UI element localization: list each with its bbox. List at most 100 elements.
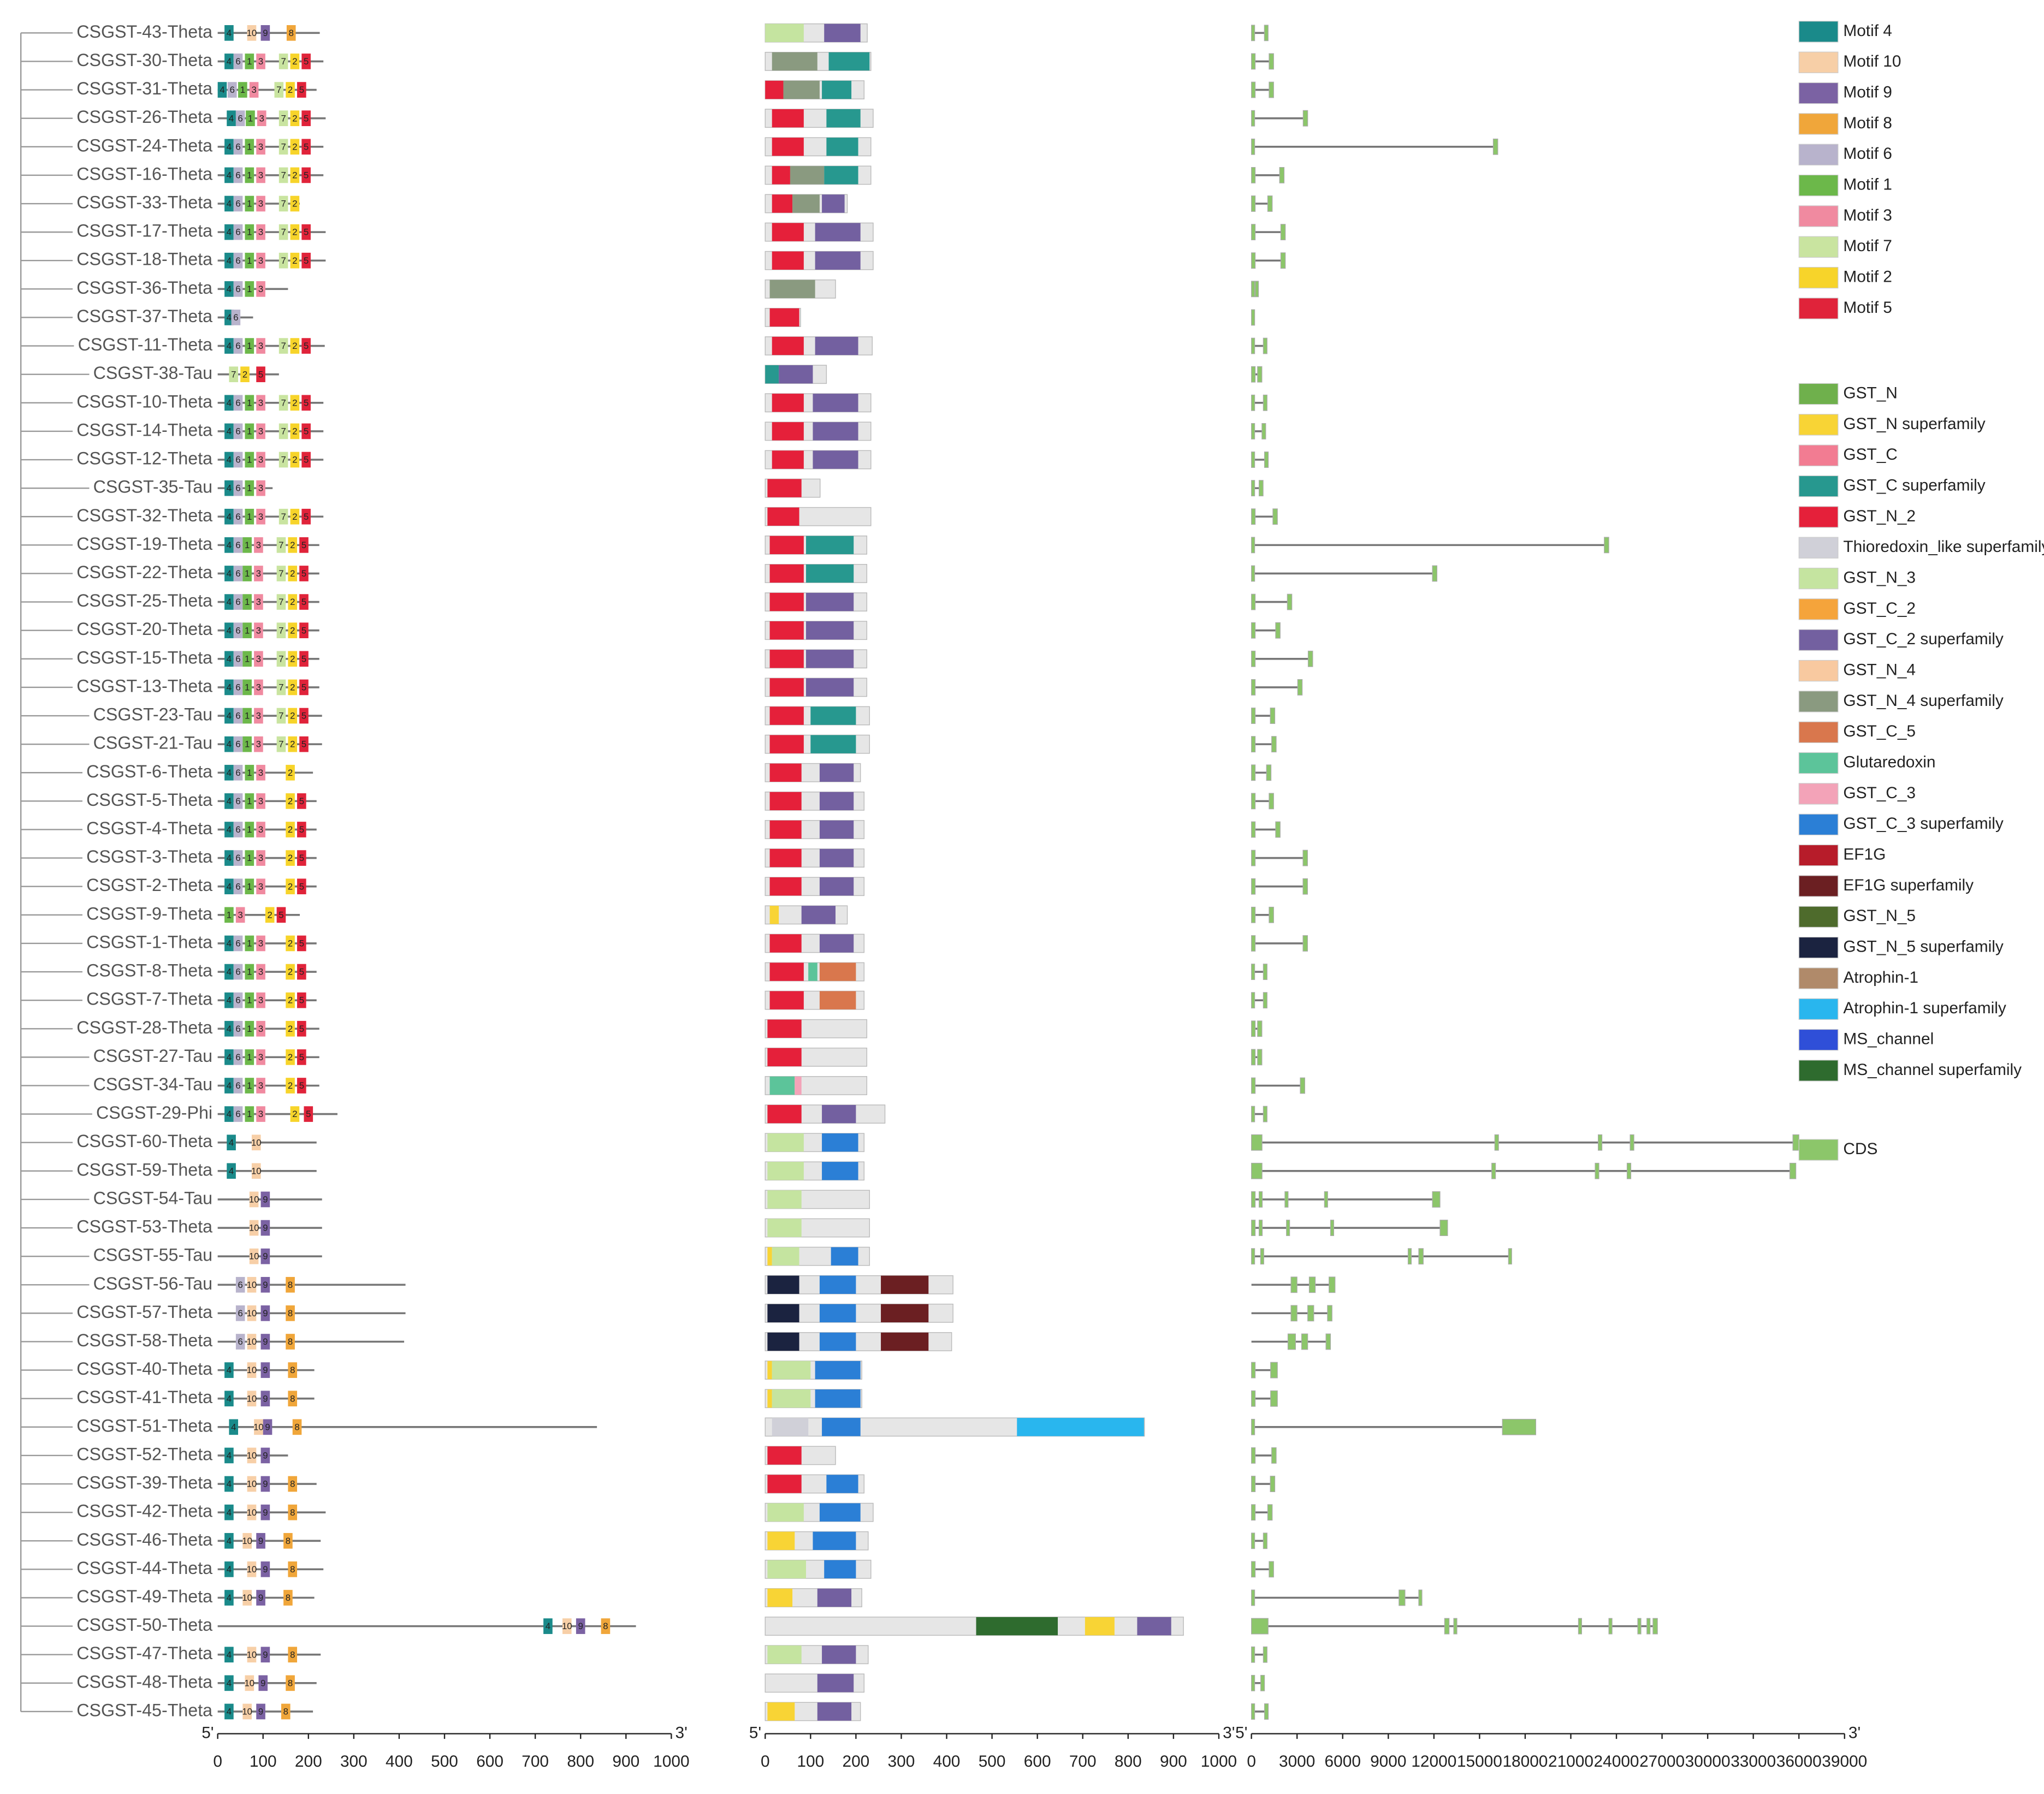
- motif-box: [260, 1276, 270, 1293]
- motif-label: 9: [258, 1707, 263, 1717]
- gene-name: CSGST-45-Theta: [76, 1700, 212, 1720]
- motif-label: 6: [235, 256, 240, 266]
- legend-swatch: [1798, 475, 1839, 497]
- motif-label: 7: [279, 739, 283, 750]
- motif-label: 1: [247, 768, 252, 778]
- exon-box: [1251, 935, 1256, 952]
- gene-name: CSGST-34-Tau: [93, 1074, 212, 1094]
- legend-swatch: [1798, 51, 1839, 73]
- domain-box: [769, 592, 804, 611]
- gene-name: CSGST-12-Theta: [76, 449, 212, 468]
- motif-label: 10: [249, 1195, 259, 1205]
- motif-label: 4: [227, 938, 232, 949]
- motif-box: [224, 708, 234, 724]
- domain-box: [767, 1104, 802, 1124]
- motif-box: [240, 366, 250, 383]
- motif-label: 5: [301, 625, 306, 635]
- domain-box: [769, 792, 802, 811]
- motif-label: 6: [235, 711, 240, 721]
- motif-box: [233, 54, 243, 69]
- x-tick-label: 700: [522, 1753, 549, 1771]
- motif-label: 3: [258, 881, 263, 892]
- domain-box: [767, 1133, 804, 1152]
- motif-label: 5: [299, 1024, 304, 1034]
- exon-box: [1251, 508, 1256, 525]
- motif-label: 8: [290, 1649, 295, 1660]
- motif-box: [233, 594, 243, 610]
- domain-box: [819, 1304, 856, 1323]
- motif-label: 4: [229, 113, 234, 123]
- domain-box: [1085, 1617, 1115, 1636]
- exon-box: [1330, 1220, 1335, 1236]
- motif-box: [233, 1020, 243, 1037]
- motif-box: [245, 1049, 254, 1065]
- motif-label: 6: [235, 1024, 240, 1034]
- domain-box: [881, 1304, 929, 1323]
- motif-box: [235, 110, 245, 126]
- exon-box: [1251, 1674, 1255, 1691]
- motif-label: 3: [238, 910, 243, 920]
- legend-label: GST_C superfamily: [1843, 476, 1985, 494]
- motif-box: [297, 850, 306, 866]
- exon-box: [1251, 1561, 1256, 1578]
- legend-label: GST_C_5: [1843, 722, 1916, 740]
- motif-box: [256, 992, 265, 1008]
- motif-box: [254, 708, 263, 724]
- gene-name: CSGST-2-Theta: [86, 875, 212, 895]
- exon-box: [1251, 565, 1255, 582]
- motif-label: 7: [281, 170, 286, 181]
- motif-label: 8: [288, 1308, 293, 1318]
- domain-box: [824, 23, 861, 43]
- domain-box: [826, 109, 861, 128]
- x-tick-label: 9000: [1370, 1753, 1406, 1771]
- motif-box: [299, 679, 309, 696]
- motif-label: 4: [227, 455, 232, 465]
- x-tick-label: 100: [797, 1753, 824, 1771]
- domain-box: [824, 1560, 856, 1579]
- motif-label: 7: [279, 540, 283, 550]
- motif-box: [276, 622, 286, 639]
- motif-box: [279, 139, 288, 155]
- motif-box: [274, 82, 284, 98]
- legend-label: Thioredoxin_like superfamily: [1843, 538, 2044, 556]
- legend-swatch: [1798, 266, 1839, 289]
- motif-label: 8: [288, 1678, 293, 1688]
- motif-label: 4: [227, 312, 232, 323]
- motif-box: [290, 338, 300, 354]
- motif-label: 4: [227, 739, 232, 750]
- motif-box: [254, 651, 263, 667]
- motif-label: 10: [242, 1536, 252, 1546]
- exon-box: [1251, 394, 1255, 411]
- motif-box: [288, 566, 298, 581]
- motif-label: 10: [247, 1564, 257, 1575]
- exon-box: [1263, 992, 1267, 1009]
- exon-box: [1251, 1162, 1263, 1179]
- motif-label: 10: [247, 1365, 257, 1375]
- exon-box: [1578, 1618, 1582, 1635]
- legend-label: Motif 4: [1843, 22, 1892, 40]
- motif-box: [256, 195, 265, 212]
- motif-label: 7: [279, 654, 283, 664]
- domain-box: [828, 52, 870, 71]
- motif-box: [242, 651, 252, 667]
- motif-label: 4: [227, 1080, 232, 1091]
- motif-box: [286, 1276, 295, 1293]
- motif-box: [224, 1391, 234, 1407]
- x-tick-label: 900: [612, 1753, 639, 1771]
- gene-name: CSGST-1-Theta: [86, 932, 212, 952]
- motif-box: [224, 878, 234, 895]
- motif-box: [301, 508, 311, 525]
- motif-label: 5: [299, 995, 304, 1006]
- motif-box: [242, 1590, 252, 1606]
- motif-box: [245, 224, 254, 240]
- domain-box: [769, 763, 802, 782]
- motif-box: [286, 822, 295, 837]
- domain-box: [819, 877, 854, 896]
- five-prime-label: 5': [1235, 1724, 1247, 1742]
- five-prime-label: 5': [749, 1724, 761, 1742]
- exon-box: [1264, 452, 1269, 468]
- legend-swatch: [1798, 537, 1839, 559]
- motif-box: [233, 679, 243, 696]
- motif-box: [276, 708, 286, 724]
- legend-swatch: [1798, 629, 1839, 651]
